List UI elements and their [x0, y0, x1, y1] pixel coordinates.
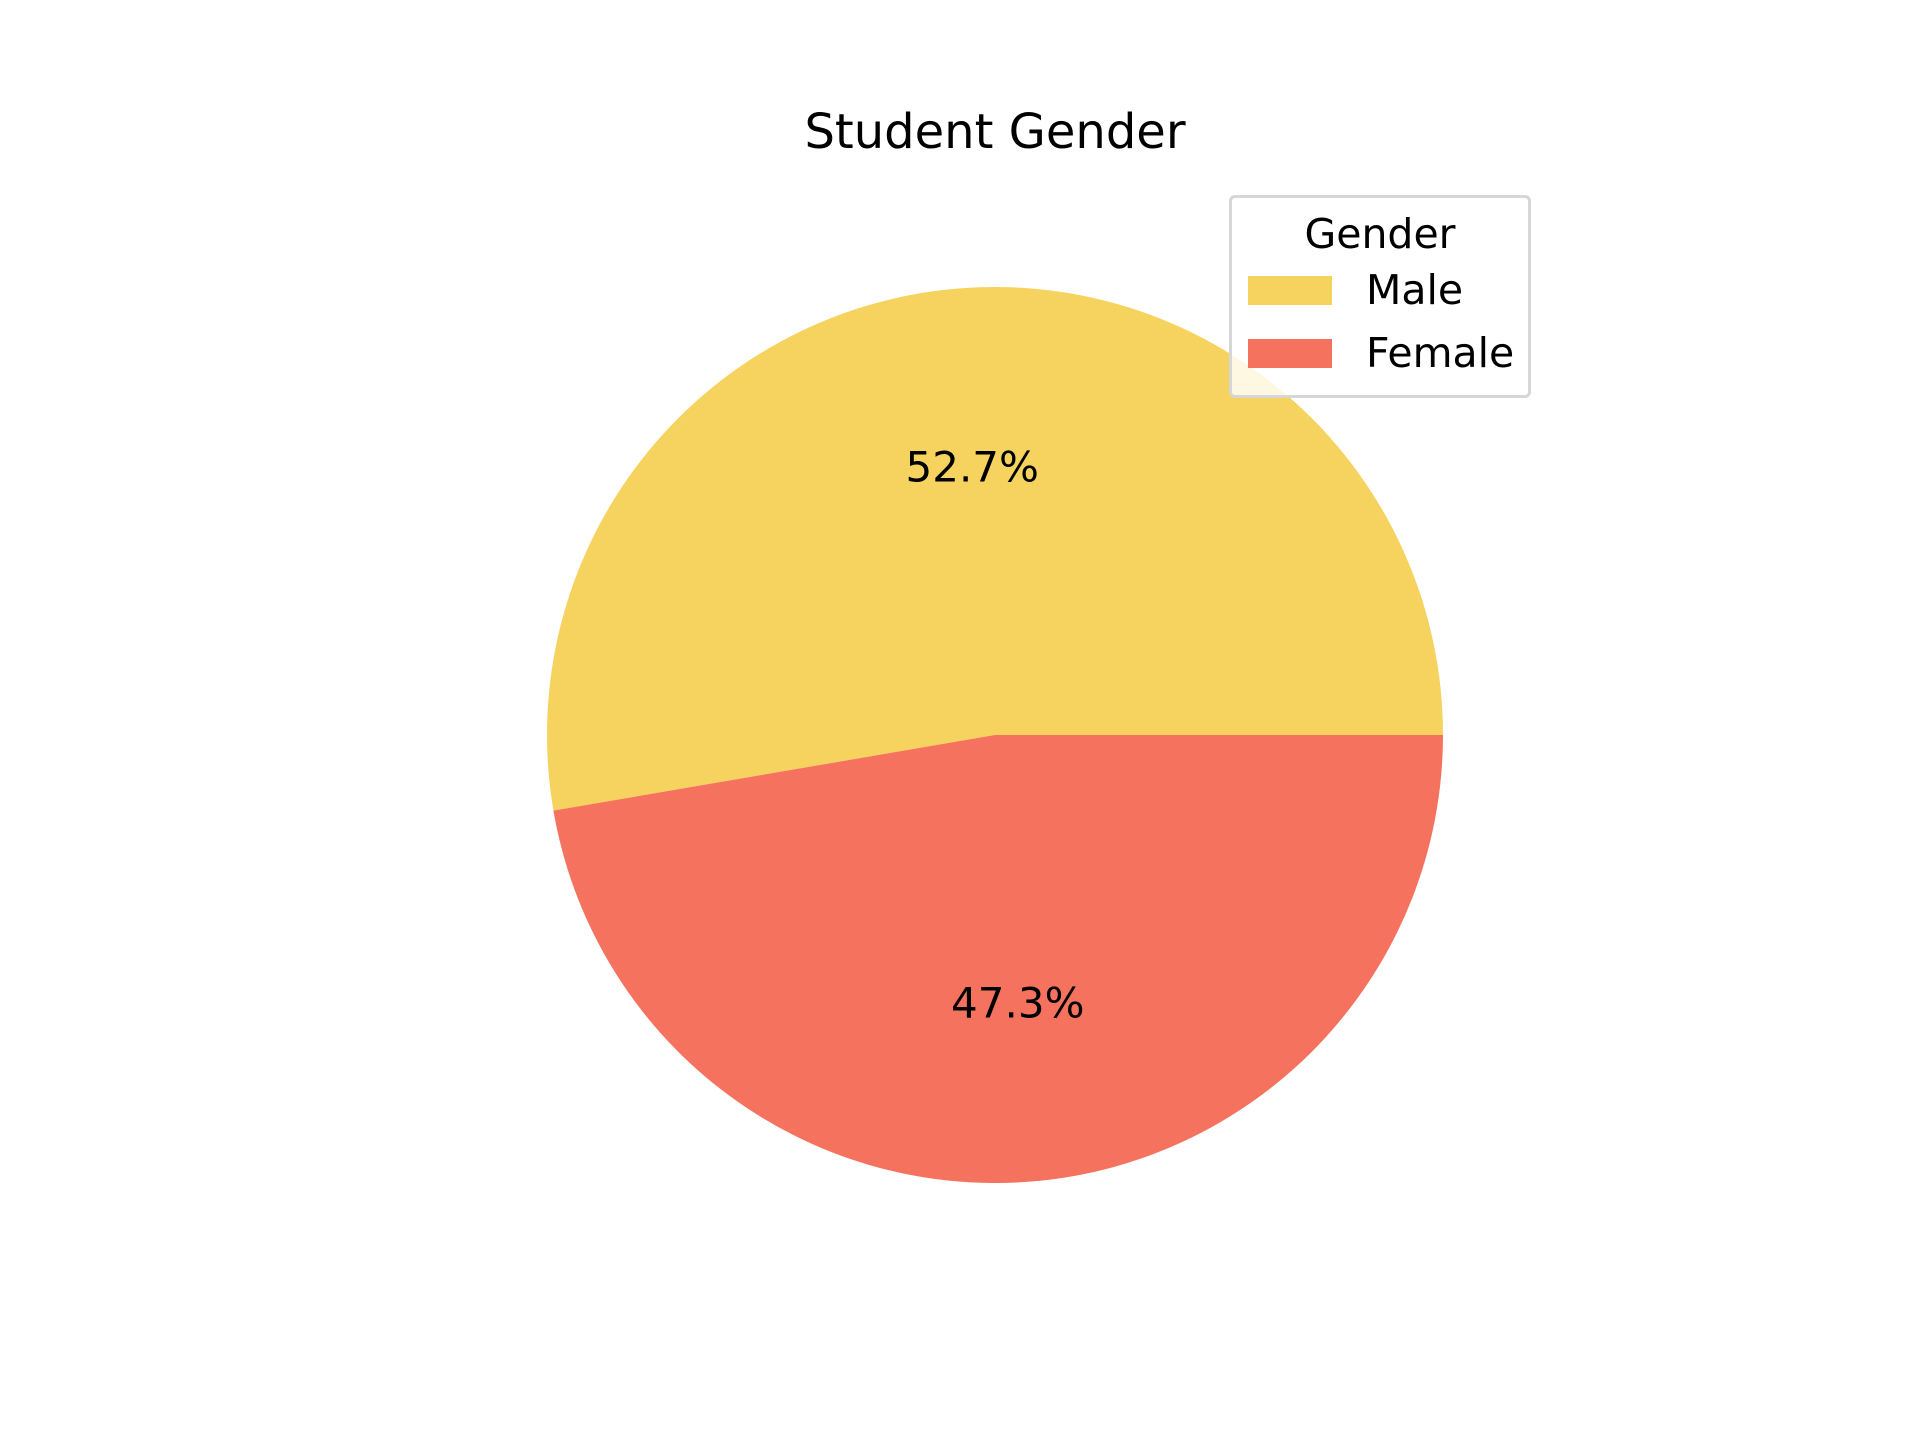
- legend-label-male: Male: [1366, 266, 1464, 314]
- legend-item-female: Female: [1248, 328, 1514, 378]
- pie-slice-labels: 52.7% 47.3%: [906, 443, 1085, 1028]
- legend-label-female: Female: [1366, 329, 1515, 377]
- legend-item-male: Male: [1248, 265, 1463, 315]
- pie-slice-male: [547, 287, 1443, 811]
- legend-swatch-male: [1248, 275, 1332, 305]
- legend: Gender Male Female: [1229, 195, 1531, 398]
- legend-swatch-female: [1248, 338, 1332, 368]
- pie-slice-label-male: 52.7%: [906, 443, 1039, 492]
- pie-slice-label-female: 47.3%: [951, 978, 1084, 1027]
- pie-slices: [547, 287, 1443, 1184]
- legend-title: Gender: [1304, 210, 1456, 258]
- chart-title: Student Gender: [804, 104, 1186, 160]
- pie-slice-female: [553, 735, 1443, 1184]
